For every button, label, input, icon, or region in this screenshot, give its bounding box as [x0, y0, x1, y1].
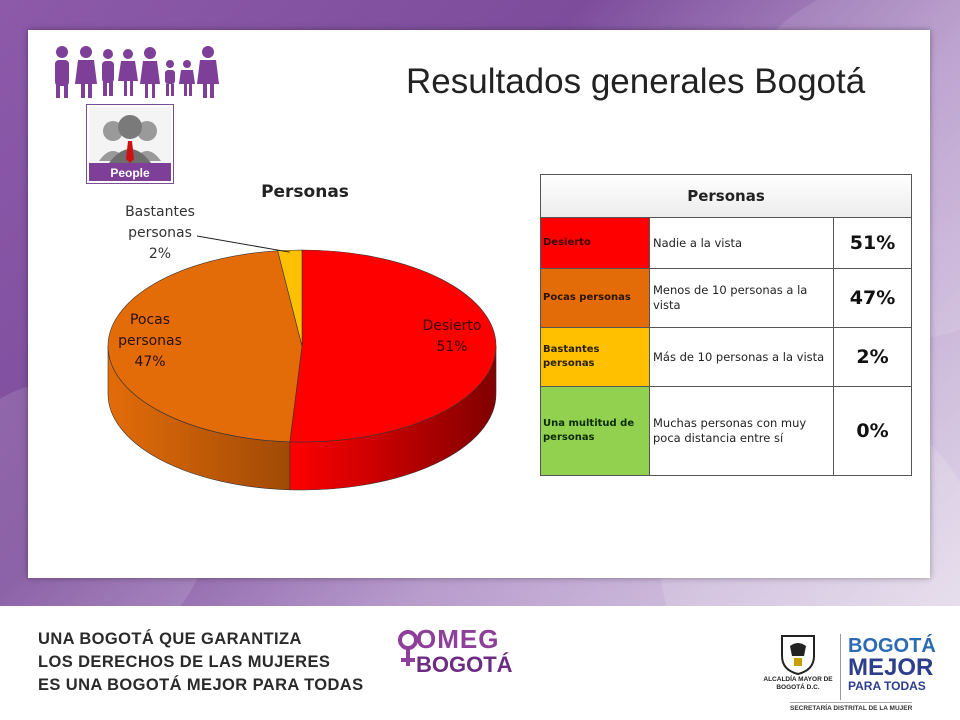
table-cell-description: Menos de 10 personas a la vista	[649, 269, 833, 327]
leader-line-bastantes-personas	[196, 235, 290, 253]
slogan-line: ES UNA BOGOTÁ MEJOR PARA TODAS	[38, 676, 364, 694]
secretaria-text: SECRETARÍA DISTRITAL DE LA MUJER	[790, 702, 913, 712]
table-cell-percent: 51%	[833, 218, 911, 268]
table-row: Una multitud de personas Muchas personas …	[541, 387, 911, 475]
data-label-bastantes-personas: Bastantes personas 2%	[125, 204, 195, 262]
footer: UNA BOGOTÁ QUE GARANTIZA LOS DERECHOS DE…	[0, 606, 960, 720]
omeg-text: OMEG	[416, 624, 500, 654]
people-group-icon	[89, 107, 171, 181]
page-title: Resultados generales Bogotá	[406, 62, 866, 101]
slogan-line: UNA BOGOTÁ QUE GARANTIZA	[38, 630, 302, 648]
pie-slice-desierto	[289, 249, 497, 443]
table-cell-category: Una multitud de personas	[541, 387, 649, 475]
pie-slice-bastantes-personas	[277, 249, 303, 347]
alcaldia-text: ALCALDÍA MAYOR DE BOGOTÁ D.C.	[763, 676, 833, 691]
bogota-mejor-logo: BOGOTÁ MEJOR PARA TODAS	[848, 636, 936, 693]
family-icon	[55, 46, 219, 98]
people-logo-label: People	[110, 166, 150, 180]
table-cell-category: Pocas personas	[541, 269, 649, 327]
data-label-desierto: Desierto 51%	[422, 318, 482, 355]
data-label-pocas-personas: Pocas personas 47%	[118, 312, 182, 370]
table-row: Pocas personas Menos de 10 personas a la …	[541, 269, 911, 328]
results-table: Personas Desierto Nadie a la vista 51% Poca…	[540, 174, 912, 476]
table-cell-percent: 47%	[833, 269, 911, 327]
slogan-line: LOS DERECHOS DE LAS MUJERES	[38, 653, 331, 671]
coat-of-arms-icon	[781, 635, 815, 676]
chart-title: Personas	[261, 182, 349, 202]
female-symbol-icon	[398, 630, 418, 666]
table-title: Personas	[541, 175, 911, 218]
table-cell-description: Muchas personas con muy poca distancia e…	[649, 387, 833, 475]
bogota-mejor-line1: BOGOTÁ	[848, 635, 936, 657]
footer-divider	[840, 634, 841, 700]
table-cell-category: Bastantes personas	[541, 328, 649, 386]
table-cell-category: Desierto	[541, 218, 649, 268]
table-cell-percent: 2%	[833, 328, 911, 386]
bogota-mejor-line2: MEJOR	[848, 654, 934, 681]
table-cell-percent: 0%	[833, 387, 911, 475]
table-body: Desierto Nadie a la vista 51% Pocas persona…	[541, 218, 911, 475]
pie-slice-pocas-personas	[107, 250, 303, 443]
bogota-mejor-line3: PARA TODAS	[848, 679, 926, 693]
table-cell-description: Más de 10 personas a la vista	[649, 328, 833, 386]
table-row: Bastantes personas Más de 10 personas a l…	[541, 328, 911, 387]
table-row: Desierto Nadie a la vista 51%	[541, 218, 911, 269]
slogan: UNA BOGOTÁ QUE GARANTIZA LOS DERECHOS DE…	[38, 628, 364, 697]
omeg-bogota-text: BOGOTÁ	[416, 652, 513, 677]
people-logo: People	[86, 104, 174, 184]
table-cell-description: Nadie a la vista	[649, 218, 833, 268]
